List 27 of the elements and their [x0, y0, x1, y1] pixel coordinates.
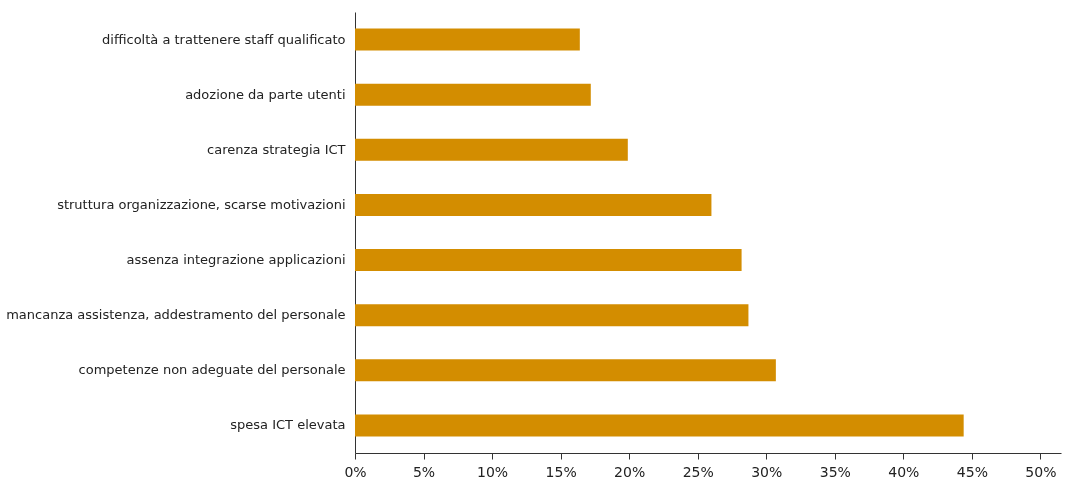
x-tick-label: 35%: [819, 463, 851, 480]
bar: [355, 28, 580, 51]
x-tick-label: 5%: [412, 463, 436, 480]
x-tick-label: 50%: [1025, 463, 1057, 480]
bar: [355, 359, 776, 382]
bar: [355, 193, 712, 216]
y-tick-label: adozione da parte utenti: [185, 86, 346, 102]
y-tick-label: spesa ICT elevata: [230, 417, 346, 433]
y-tick-label: struttura organizzazione, scarse motivazioni: [57, 196, 346, 212]
x-tick-label: 45%: [956, 463, 988, 480]
x-tick-label: 10%: [477, 463, 509, 480]
y-tick-label: carenza strategia ICT: [207, 141, 346, 157]
y-tick-label: difficoltà a trattenere staff qualificato: [102, 31, 346, 47]
x-tick-label: 20%: [614, 463, 646, 480]
x-tick-label: 0%: [344, 463, 367, 480]
bar: [355, 304, 749, 327]
x-tick-label: 15%: [545, 463, 577, 480]
x-tick-label: 40%: [888, 463, 920, 480]
y-tick-label: assenza integrazione applicazioni: [126, 252, 346, 268]
y-tick-label: mancanza assistenza, addestramento del personale: [6, 307, 346, 323]
x-tick-label: 30%: [751, 463, 783, 480]
bar: [355, 138, 628, 161]
bar: [355, 414, 964, 437]
y-tick-label: competenze non adeguate del personale: [78, 362, 346, 378]
bar: [355, 83, 591, 106]
bar: [355, 249, 742, 272]
x-tick-label: 25%: [682, 463, 714, 480]
